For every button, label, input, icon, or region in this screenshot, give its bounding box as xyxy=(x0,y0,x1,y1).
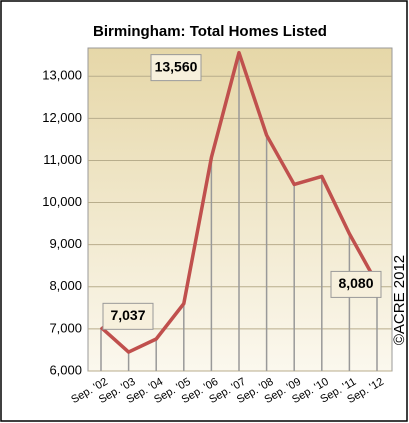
label-box xyxy=(102,302,154,330)
y-tick-label: 8,000 xyxy=(49,278,82,293)
label-box xyxy=(330,270,382,298)
y-tick-label: 9,000 xyxy=(49,236,82,251)
copyright: ©ACRE 2012 xyxy=(391,255,408,345)
y-tick-label: 10,000 xyxy=(42,194,82,209)
chart-title: Birmingham: Total Homes Listed xyxy=(93,23,327,40)
label-box xyxy=(150,54,202,82)
data-label: 7,037 xyxy=(110,307,145,323)
data-line xyxy=(99,50,379,354)
y-tick-label: 12,000 xyxy=(42,110,82,125)
y-tick-label: 13,000 xyxy=(42,68,82,83)
data-label: 13,560 xyxy=(155,58,198,74)
y-tick-label: 11,000 xyxy=(43,152,82,167)
data-label: 8,080 xyxy=(338,275,373,291)
y-tick-label: 7,000 xyxy=(49,320,82,335)
y-tick-label: 6,000 xyxy=(49,362,82,377)
